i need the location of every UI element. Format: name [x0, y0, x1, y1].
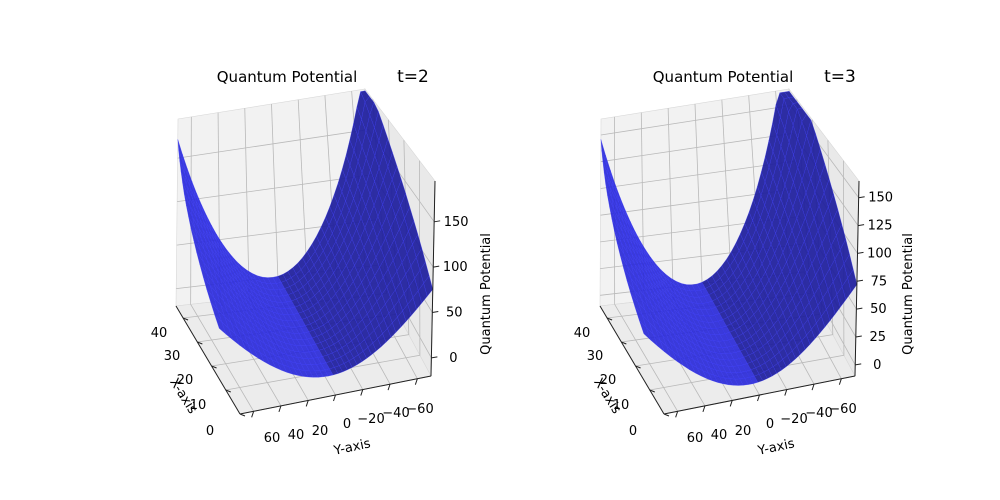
x-tick-mark	[197, 341, 203, 345]
y-tick-mark	[675, 411, 679, 418]
z-tick-label: 125	[868, 219, 893, 234]
z-tick-mark	[434, 220, 441, 223]
gridline	[694, 103, 703, 295]
y-tick-label: 20	[735, 424, 752, 439]
z-tick-mark	[432, 311, 439, 314]
y-tick-label: −40	[805, 406, 832, 421]
subplot-t3: Quantum Potential t=3 0 10 20 30 40 60 40 20 0 −2…	[574, 67, 916, 459]
z-tick-label: 50	[446, 306, 463, 321]
y-tick-label: 40	[711, 428, 728, 443]
z-tick-mark	[856, 307, 863, 310]
z-tick-mark	[433, 265, 440, 268]
y-tick-mark	[278, 405, 282, 413]
z-tick-label: 0	[873, 358, 881, 373]
y-tick-mark	[811, 383, 815, 391]
y-tick-label: 0	[766, 417, 774, 432]
surface-facet	[423, 275, 433, 297]
z-tick-mark	[855, 335, 862, 338]
z-axis-label: Quantum Potential	[901, 233, 916, 355]
gridline	[244, 108, 250, 298]
y-tick-label: −20	[357, 412, 384, 427]
x-tick-mark	[211, 365, 217, 369]
surface	[177, 90, 433, 378]
surface-facet	[847, 269, 858, 293]
x-tick-mark	[182, 317, 189, 321]
z-tick-mark	[431, 356, 438, 359]
y-tick-mark	[702, 405, 706, 413]
gridline	[190, 304, 254, 412]
chart-title: Quantum Potential	[217, 68, 358, 86]
y-tick-mark	[729, 400, 733, 407]
y-tick-label: 60	[687, 431, 704, 446]
y-tick-mark	[333, 394, 336, 402]
y-tick-label: −60	[406, 402, 433, 417]
gridline	[271, 103, 279, 295]
x-tick-mark	[635, 365, 641, 369]
time-label: t=2	[397, 67, 429, 87]
axis-line	[854, 180, 860, 377]
z-tick-label: 75	[871, 274, 888, 289]
z-tick-label: 25	[870, 330, 887, 345]
x-tick-label: 0	[629, 424, 637, 439]
z-tick-mark	[855, 363, 862, 366]
x-tick-label: 20	[177, 373, 194, 388]
y-tick-label: 0	[343, 417, 351, 432]
gridline	[667, 108, 674, 298]
z-tick-label: 100	[867, 246, 892, 261]
axis-line	[430, 180, 436, 377]
y-tick-label: −40	[382, 406, 409, 421]
y-tick-mark	[757, 394, 760, 402]
subplot-t2: Quantum Potential t=2 0 10 20 30 40 60 40 20 0 −2…	[151, 67, 494, 459]
gridline	[225, 160, 421, 391]
z-tick-label: 150	[444, 215, 469, 230]
x-tick-label: 40	[151, 326, 168, 341]
y-tick-mark	[838, 378, 842, 385]
y-tick-mark	[251, 411, 255, 418]
z-axis-label: Quantum Potential	[479, 233, 494, 355]
x-tick-mark	[621, 341, 627, 345]
y-axis-label: Y-axis	[332, 436, 373, 459]
x-tick-label: 30	[587, 349, 604, 364]
y-tick-label: 20	[312, 424, 329, 439]
y-tick-mark	[414, 378, 418, 385]
z-tick-label: 0	[449, 351, 457, 366]
y-tick-label: 40	[288, 428, 305, 443]
y-tick-label: −20	[780, 412, 807, 427]
z-tick-mark	[856, 279, 864, 282]
y-tick-label: 60	[264, 431, 281, 446]
x-tick-mark	[649, 389, 655, 393]
x-tick-label: 10	[613, 398, 630, 413]
x-tick-mark	[239, 413, 246, 417]
z-tick-label: 150	[868, 191, 893, 206]
y-tick-mark	[305, 400, 309, 407]
axis-line	[175, 305, 241, 415]
z-tick-mark	[857, 251, 864, 254]
gridline	[614, 304, 678, 412]
z-tick-label: 50	[870, 302, 887, 317]
y-tick-label: −60	[829, 402, 856, 417]
x-tick-label: 20	[600, 373, 617, 388]
x-tick-mark	[225, 389, 231, 393]
x-tick-label: 30	[164, 349, 181, 364]
x-tick-label: 40	[574, 326, 591, 341]
y-tick-mark	[387, 383, 391, 391]
x-tick-label: 0	[206, 424, 214, 439]
chart-title: Quantum Potential	[653, 68, 794, 86]
y-axis-label: Y-axis	[756, 436, 797, 459]
y-tick-mark	[360, 389, 364, 396]
y-tick-mark	[784, 389, 788, 396]
x-axis-label: X-axis	[166, 376, 200, 417]
x-axis-label: X-axis	[590, 376, 624, 417]
x-tick-mark	[663, 413, 670, 417]
surface	[600, 91, 858, 386]
x-tick-mark	[606, 317, 613, 321]
x-tick-label: 10	[190, 398, 207, 413]
z-tick-mark	[858, 196, 865, 199]
z-tick-label: 100	[443, 260, 468, 275]
z-tick-mark	[858, 224, 865, 227]
time-label: t=3	[824, 67, 856, 87]
axis-line	[599, 305, 665, 415]
